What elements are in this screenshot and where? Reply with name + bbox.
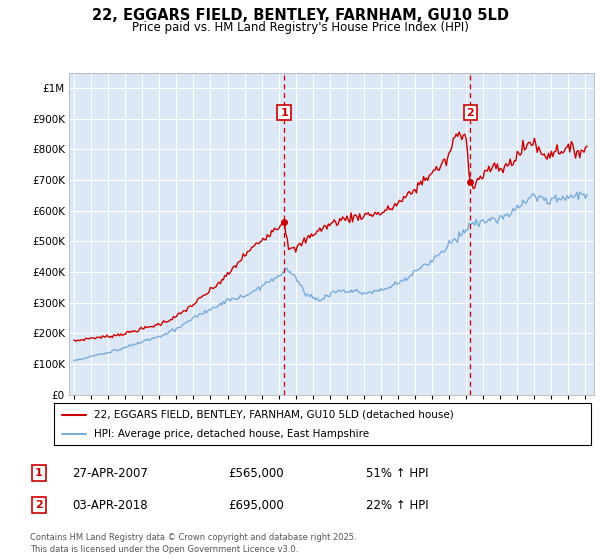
Text: £565,000: £565,000 — [228, 466, 284, 480]
Text: Contains HM Land Registry data © Crown copyright and database right 2025.
This d: Contains HM Land Registry data © Crown c… — [30, 533, 356, 554]
Text: 27-APR-2007: 27-APR-2007 — [72, 466, 148, 480]
Text: 22, EGGARS FIELD, BENTLEY, FARNHAM, GU10 5LD: 22, EGGARS FIELD, BENTLEY, FARNHAM, GU10… — [91, 8, 509, 24]
Text: HPI: Average price, detached house, East Hampshire: HPI: Average price, detached house, East… — [94, 429, 370, 439]
Text: 1: 1 — [280, 108, 288, 118]
Text: 22% ↑ HPI: 22% ↑ HPI — [366, 498, 428, 512]
Text: 1: 1 — [35, 468, 43, 478]
Text: £695,000: £695,000 — [228, 498, 284, 512]
Text: 22, EGGARS FIELD, BENTLEY, FARNHAM, GU10 5LD (detached house): 22, EGGARS FIELD, BENTLEY, FARNHAM, GU10… — [94, 409, 454, 419]
Text: 2: 2 — [467, 108, 474, 118]
Text: 03-APR-2018: 03-APR-2018 — [72, 498, 148, 512]
Text: 51% ↑ HPI: 51% ↑ HPI — [366, 466, 428, 480]
Text: Price paid vs. HM Land Registry's House Price Index (HPI): Price paid vs. HM Land Registry's House … — [131, 21, 469, 34]
Text: 2: 2 — [35, 500, 43, 510]
